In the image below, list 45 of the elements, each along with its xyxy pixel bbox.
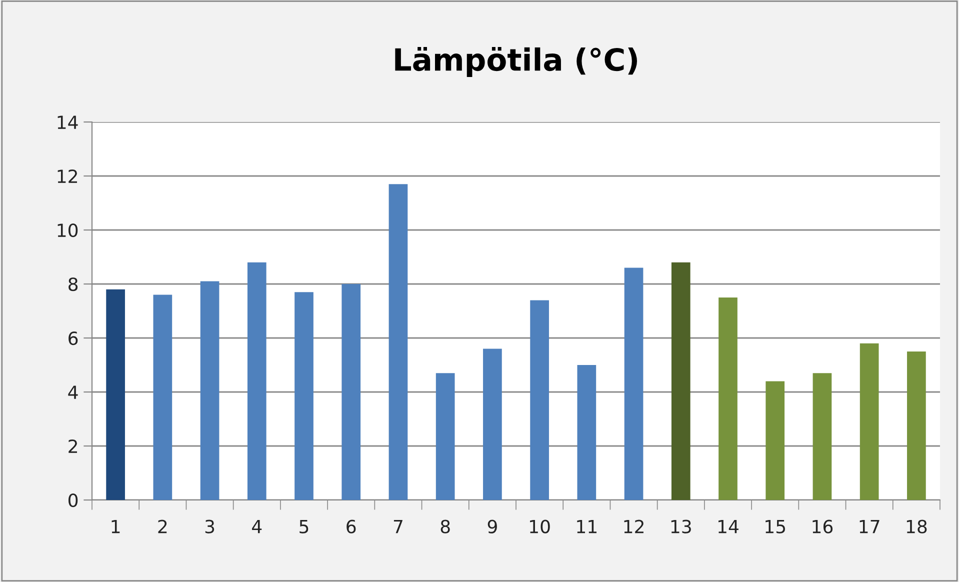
bar xyxy=(766,381,785,500)
x-tick-label: 8 xyxy=(440,520,450,534)
bar xyxy=(153,294,172,500)
x-tick-label: 15 xyxy=(766,520,786,534)
y-tick-label: 14 xyxy=(58,116,78,129)
y-tick-label: 2 xyxy=(68,439,77,453)
x-tick-label: 10 xyxy=(530,520,550,534)
bar xyxy=(483,348,502,500)
y-tick-label: 10 xyxy=(58,223,78,238)
bar xyxy=(530,300,549,500)
x-tick-label: 2 xyxy=(158,520,167,534)
chart-title: Lämpötila (°C) xyxy=(395,47,637,77)
y-tick-label: 12 xyxy=(58,169,77,183)
bar xyxy=(436,373,455,500)
y-tick-label: 8 xyxy=(68,277,78,292)
bar xyxy=(624,268,644,500)
x-tick-label: 9 xyxy=(488,520,497,534)
x-tick-label: 4 xyxy=(252,520,262,534)
x-tick-label: 11 xyxy=(577,520,596,534)
x-tick-label: 3 xyxy=(205,520,214,534)
bar xyxy=(860,343,879,500)
x-tick-label: 6 xyxy=(346,520,356,534)
x-tick-label: 14 xyxy=(718,520,738,534)
bar xyxy=(671,262,690,500)
x-tick-label: 13 xyxy=(671,520,691,534)
x-tick-label: 16 xyxy=(812,520,833,534)
x-tick-label: 7 xyxy=(394,520,402,534)
x-tick-label: 1 xyxy=(112,520,120,534)
y-tick-label: 6 xyxy=(68,331,78,346)
bar xyxy=(577,365,596,500)
bar xyxy=(200,281,220,500)
x-tick-label: 18 xyxy=(906,520,927,534)
bar xyxy=(812,373,832,500)
bar xyxy=(907,352,926,500)
x-tick-label: 12 xyxy=(624,520,644,534)
y-tick-label: 0 xyxy=(68,493,78,508)
x-tick-label: 5 xyxy=(300,520,308,534)
y-tick-label: 4 xyxy=(68,386,78,399)
x-tick-label: 17 xyxy=(860,520,880,534)
bar xyxy=(388,184,408,500)
bar xyxy=(294,292,314,500)
bar xyxy=(718,298,738,500)
bar xyxy=(106,289,125,500)
bar xyxy=(247,262,266,500)
bar xyxy=(342,284,361,500)
